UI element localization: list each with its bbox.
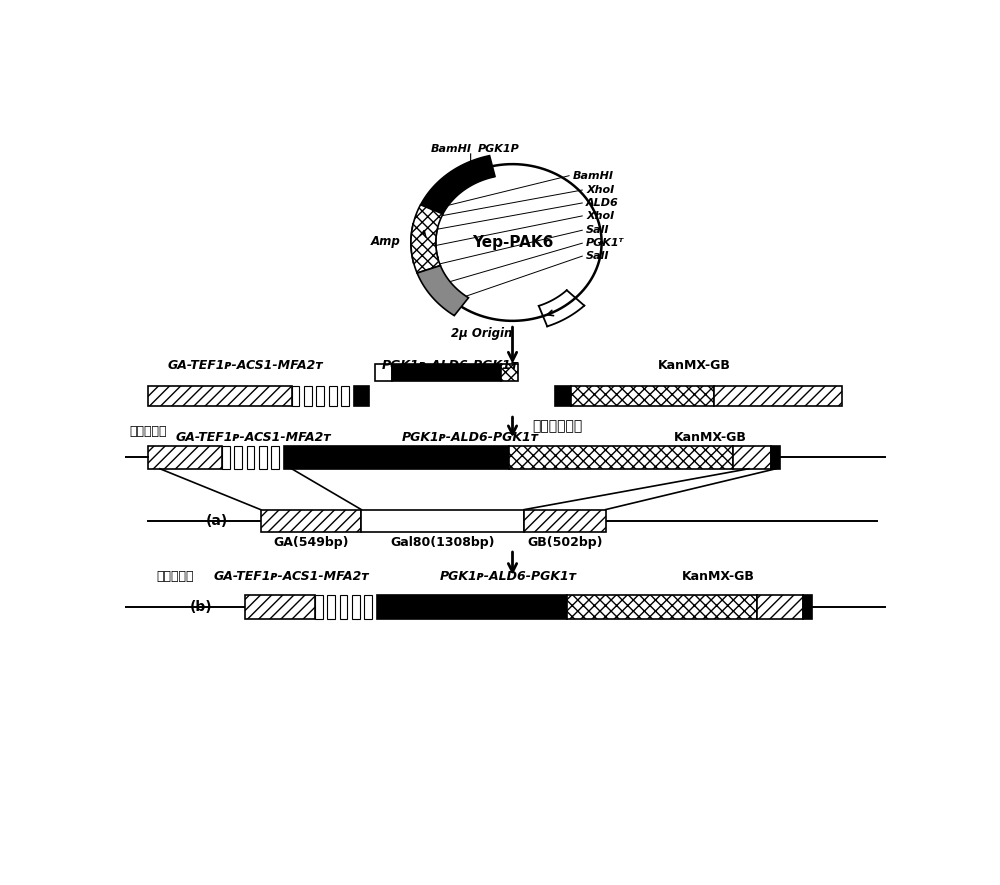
- Text: SalI: SalI: [586, 251, 610, 261]
- Bar: [247, 446, 254, 469]
- Bar: [304, 386, 312, 406]
- Bar: [555, 386, 571, 406]
- Bar: [315, 595, 323, 619]
- Bar: [733, 446, 771, 469]
- Text: KanMX-GB: KanMX-GB: [674, 430, 747, 443]
- Bar: [501, 364, 518, 381]
- Text: PGK1ᵀ: PGK1ᵀ: [586, 238, 624, 248]
- Bar: [259, 446, 267, 469]
- Text: ALD6: ALD6: [586, 198, 619, 208]
- Text: Gal80(1308bp): Gal80(1308bp): [390, 535, 495, 549]
- Bar: [364, 595, 372, 619]
- Bar: [567, 595, 757, 619]
- Bar: [148, 446, 222, 469]
- Bar: [327, 595, 335, 619]
- Bar: [316, 386, 324, 406]
- Bar: [234, 446, 242, 469]
- Text: GA-TEF1ᴘ-ACS1-MFA2ᴛ: GA-TEF1ᴘ-ACS1-MFA2ᴛ: [214, 570, 369, 583]
- Bar: [524, 510, 606, 532]
- Bar: [571, 386, 714, 406]
- Polygon shape: [411, 204, 443, 273]
- Text: (b): (b): [190, 600, 212, 613]
- Bar: [329, 386, 337, 406]
- Polygon shape: [420, 156, 495, 214]
- Text: KanMX-GB: KanMX-GB: [681, 570, 754, 583]
- Text: BamHI: BamHI: [430, 144, 471, 154]
- Bar: [341, 386, 349, 406]
- Text: SalI: SalI: [586, 225, 610, 235]
- Bar: [803, 595, 812, 619]
- Bar: [354, 386, 369, 406]
- Bar: [361, 510, 524, 532]
- Text: GB(502bp): GB(502bp): [527, 535, 603, 549]
- Text: Amp: Amp: [370, 235, 400, 248]
- Bar: [757, 595, 803, 619]
- Text: 酵母染色体: 酵母染色体: [157, 570, 194, 583]
- Bar: [352, 595, 360, 619]
- Bar: [714, 386, 842, 406]
- Bar: [509, 446, 733, 469]
- Text: PGK1ᴘ-ALD6-PGK1ᴛ: PGK1ᴘ-ALD6-PGK1ᴛ: [401, 430, 538, 443]
- Bar: [261, 510, 361, 532]
- Text: 2μ Origin: 2μ Origin: [451, 327, 512, 340]
- Text: 酵母同源重组: 酵母同源重组: [532, 419, 582, 434]
- Bar: [245, 595, 315, 619]
- Text: GA(549bp): GA(549bp): [273, 535, 349, 549]
- Bar: [292, 386, 299, 406]
- Text: GA-TEF1ᴘ-ACS1-MFA2ᴛ: GA-TEF1ᴘ-ACS1-MFA2ᴛ: [175, 430, 331, 443]
- Bar: [222, 446, 230, 469]
- Bar: [148, 386, 292, 406]
- Bar: [284, 446, 509, 469]
- Bar: [271, 446, 279, 469]
- Text: 酵母染色体: 酵母染色体: [129, 425, 166, 438]
- Text: GA-TEF1ᴘ-ACS1-MFA2ᴛ: GA-TEF1ᴘ-ACS1-MFA2ᴛ: [167, 359, 323, 372]
- Bar: [340, 595, 347, 619]
- Text: Yep-PAK6: Yep-PAK6: [472, 235, 553, 250]
- Bar: [375, 364, 392, 381]
- Text: PGK1ᴘ-ALD6-PGK1ᴛ: PGK1ᴘ-ALD6-PGK1ᴛ: [440, 570, 577, 583]
- Text: XhoI: XhoI: [586, 211, 614, 221]
- Text: (a): (a): [205, 514, 228, 527]
- Text: PGK1P: PGK1P: [478, 144, 519, 154]
- Text: BamHI: BamHI: [573, 171, 614, 181]
- Text: PGK1ᴘ-ALD6-PGK1ᴛ: PGK1ᴘ-ALD6-PGK1ᴛ: [382, 359, 519, 372]
- Polygon shape: [417, 266, 468, 316]
- Bar: [771, 446, 780, 469]
- Bar: [377, 595, 567, 619]
- Bar: [392, 364, 501, 381]
- Text: XhoI: XhoI: [586, 185, 614, 195]
- Text: KanMX-GB: KanMX-GB: [658, 359, 731, 372]
